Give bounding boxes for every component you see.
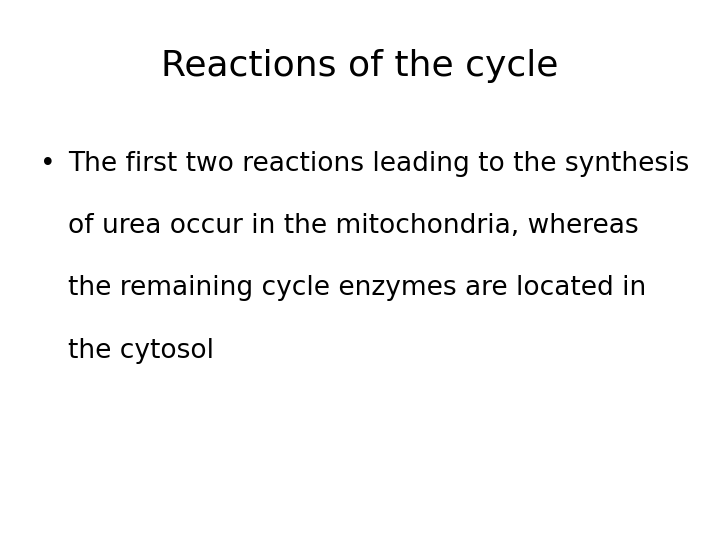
Text: of urea occur in the mitochondria, whereas: of urea occur in the mitochondria, where… <box>68 213 639 239</box>
Text: the remaining cycle enzymes are located in: the remaining cycle enzymes are located … <box>68 275 647 301</box>
Text: Reactions of the cycle: Reactions of the cycle <box>161 49 559 83</box>
Text: the cytosol: the cytosol <box>68 338 215 363</box>
Text: The first two reactions leading to the synthesis: The first two reactions leading to the s… <box>68 151 690 177</box>
Text: •: • <box>40 151 55 177</box>
